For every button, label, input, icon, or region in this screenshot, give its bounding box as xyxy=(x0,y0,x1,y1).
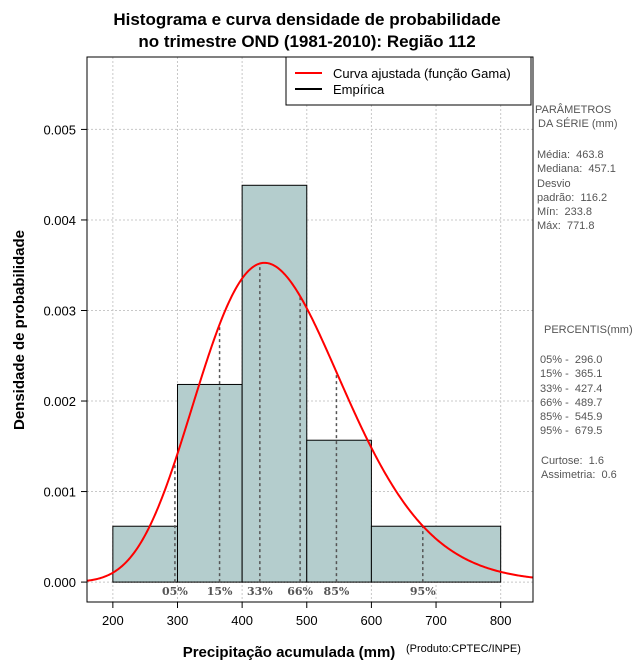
params-title: PARÂMETROS DA SÉRIE (mm) xyxy=(535,104,618,131)
histogram-bar-4 xyxy=(370,525,502,583)
x-axis-ticks: 200 300 400 500 600 700 800 xyxy=(102,602,512,628)
histogram-bar-1 xyxy=(176,383,243,583)
y-tick-label-4: 0.004 xyxy=(43,213,76,228)
gamma-curve xyxy=(86,261,534,582)
histogram-bar-2 xyxy=(241,184,308,583)
percentile-lines xyxy=(174,263,424,583)
x-tick-label-4: 600 xyxy=(361,613,383,628)
percentile-label-05%: 05% xyxy=(162,585,188,598)
x-tick-label-0: 200 xyxy=(102,613,124,628)
histogram-bars xyxy=(112,184,502,583)
credit-text: (Produto:CPTEC/INPE) xyxy=(406,643,521,655)
legend-label-curve: Curva ajustada (função Gama) xyxy=(333,66,511,81)
x-tick-label-1: 300 xyxy=(167,613,189,628)
legend-box xyxy=(285,56,532,106)
y-tick-label-5: 0.005 xyxy=(43,122,76,137)
y-axis-ticks: 0.000 0.001 0.002 0.003 0.004 0.005 xyxy=(43,122,87,590)
legend: Curva ajustada (função Gama) Empírica xyxy=(285,56,532,106)
params-values: Média: 463.8 Mediana: 457.1 Desvio padrã… xyxy=(537,149,616,233)
x-axis-label: Precipitação acumulada (mm) xyxy=(183,644,396,660)
percentiles-title: PERCENTIS(mm) xyxy=(544,324,633,336)
percentile-labels: 05% 15% 33% 66% 85% 95% xyxy=(162,585,436,598)
percentile-label-85%: 85% xyxy=(324,585,350,598)
legend-label-empirical: Empírica xyxy=(333,82,385,97)
y-tick-label-3: 0.003 xyxy=(43,303,76,318)
percentile-label-95%: 95% xyxy=(410,585,436,598)
y-tick-label-1: 0.001 xyxy=(43,485,76,500)
percentile-label-33%: 33% xyxy=(247,585,273,598)
histogram-bar-3 xyxy=(306,439,372,583)
percentile-label-66%: 66% xyxy=(287,585,313,598)
percentiles-values: 05% - 296.0 15% - 365.1 33% - 427.4 66% … xyxy=(540,354,603,438)
shape-stats: Curtose: 1.6 Assimetria: 0.6 xyxy=(541,455,617,482)
y-axis-label: Densidade de probabilidade xyxy=(11,230,28,430)
chart-title-line-1: Histograma e curva densidade de probabil… xyxy=(113,10,500,29)
y-tick-label-2: 0.002 xyxy=(43,394,76,409)
y-tick-label-0: 0.000 xyxy=(43,575,76,590)
chart-title-line-2: no trimestre OND (1981-2010): Região 112 xyxy=(138,32,475,51)
x-tick-label-6: 800 xyxy=(490,613,512,628)
x-tick-label-5: 700 xyxy=(425,613,447,628)
x-tick-label-2: 400 xyxy=(231,613,253,628)
x-tick-label-3: 500 xyxy=(296,613,318,628)
gamma-curve-path xyxy=(86,261,534,582)
percentile-label-15%: 15% xyxy=(207,585,233,598)
